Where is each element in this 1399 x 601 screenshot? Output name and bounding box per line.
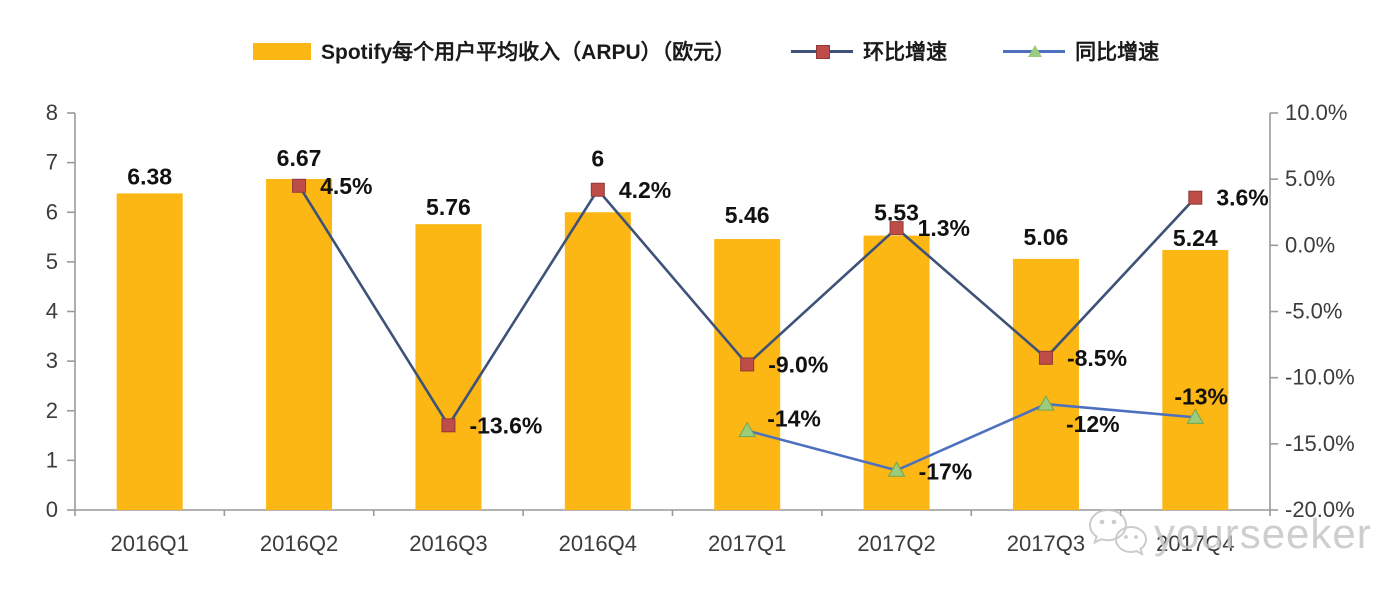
right-axis-tick-label: 10.0% bbox=[1285, 100, 1347, 125]
legend-item-qoq: 环比增速 bbox=[791, 36, 947, 66]
legend-item-arpu: Spotify每个用户平均收入（ARPU）（欧元） bbox=[253, 36, 735, 66]
left-axis-tick-label: 2 bbox=[46, 398, 58, 423]
qoq-point-label: 4.5% bbox=[320, 173, 372, 199]
yoy-point-label: -13% bbox=[1174, 383, 1228, 409]
yoy-growth-line bbox=[746, 402, 1196, 472]
left-axis-tick-label: 1 bbox=[46, 447, 58, 472]
right-axis-tick-label: -5.0% bbox=[1285, 299, 1342, 324]
qoq-point-label: 1.3% bbox=[918, 215, 970, 241]
yoy-marker-triangle bbox=[1037, 395, 1055, 411]
bar-value-label: 6.38 bbox=[127, 163, 172, 189]
qoq-point-label: 3.6% bbox=[1216, 185, 1268, 211]
yoy-line-marker-icon bbox=[1003, 43, 1066, 59]
legend-label-qoq: 环比增速 bbox=[863, 41, 948, 64]
bar-value-label: 6 bbox=[591, 145, 604, 171]
qoq-marker-square bbox=[740, 357, 755, 372]
left-axis-tick-label: 0 bbox=[46, 497, 58, 522]
x-axis-category-label: 2017Q1 bbox=[708, 531, 786, 556]
right-axis-tick-label: -15.0% bbox=[1285, 431, 1355, 456]
qoq-point-label: -13.6% bbox=[469, 412, 542, 438]
left-axis-tick-label: 8 bbox=[46, 100, 58, 125]
bar-value-label: 5.06 bbox=[1024, 224, 1069, 250]
bar-value-label: 5.76 bbox=[426, 194, 471, 220]
qoq-marker-square bbox=[590, 182, 605, 197]
bar-value-label: 5.24 bbox=[1173, 225, 1218, 251]
yoy-marker-triangle bbox=[887, 461, 906, 477]
legend-label-yoy: 同比增速 bbox=[1075, 41, 1160, 64]
x-axis-category-label: 2017Q3 bbox=[1007, 531, 1085, 556]
bar-value-label: 5.53 bbox=[874, 200, 919, 226]
bar-swatch-icon bbox=[253, 42, 311, 60]
arpu-bar bbox=[266, 179, 333, 510]
left-axis-tick-label: 6 bbox=[46, 199, 58, 224]
legend-item-yoy: 同比增速 bbox=[1003, 36, 1159, 66]
arpu-bar bbox=[415, 224, 482, 510]
x-axis-category-label: 2016Q2 bbox=[260, 531, 338, 556]
bar-value-label: 6.67 bbox=[277, 145, 322, 171]
right-axis-tick-label: 5.0% bbox=[1285, 166, 1335, 191]
yoy-point-label: -14% bbox=[767, 406, 821, 432]
yoy-marker-triangle bbox=[1186, 408, 1205, 424]
x-axis-category-label: 2016Q3 bbox=[409, 531, 487, 556]
chart-legend: Spotify每个用户平均收入（ARPU）（欧元） 环比增速 同比增速 bbox=[253, 36, 1159, 66]
x-axis-category-label: 2017Q4 bbox=[1156, 531, 1234, 556]
right-axis-tick-label: -20.0% bbox=[1285, 497, 1355, 522]
x-axis-category-label: 2016Q1 bbox=[111, 531, 189, 556]
arpu-bar bbox=[116, 193, 183, 510]
qoq-point-label: -9.0% bbox=[768, 351, 828, 377]
qoq-marker-square bbox=[1188, 190, 1203, 205]
left-axis-tick-label: 5 bbox=[46, 249, 58, 274]
yoy-point-label: -17% bbox=[919, 458, 973, 484]
qoq-point-label: 4.2% bbox=[619, 177, 671, 203]
x-axis-category-label: 2016Q4 bbox=[559, 531, 637, 556]
qoq-marker-square bbox=[441, 418, 456, 433]
arpu-bar bbox=[1162, 249, 1229, 510]
yoy-point-label: -12% bbox=[1066, 411, 1120, 437]
left-axis-tick-label: 4 bbox=[46, 299, 58, 324]
bar-value-label: 5.46 bbox=[725, 202, 770, 228]
x-axis-category-label: 2017Q2 bbox=[857, 531, 935, 556]
qoq-line-marker-icon bbox=[791, 43, 854, 59]
left-axis-tick-label: 3 bbox=[46, 348, 58, 373]
left-axis-tick-label: 7 bbox=[46, 150, 58, 175]
yoy-marker-triangle bbox=[738, 421, 757, 438]
qoq-marker-square bbox=[1038, 350, 1053, 365]
arpu-bar bbox=[564, 212, 631, 510]
right-axis-tick-label: -10.0% bbox=[1285, 365, 1355, 390]
right-axis-tick-label: 0.0% bbox=[1285, 232, 1335, 257]
arpu-bar bbox=[1012, 258, 1079, 510]
arpu-bar bbox=[714, 239, 781, 511]
qoq-marker-square bbox=[292, 178, 307, 193]
qoq-point-label: -8.5% bbox=[1067, 345, 1127, 371]
qoq-marker-square bbox=[889, 221, 904, 236]
legend-label-arpu: Spotify每个用户平均收入（ARPU）（欧元） bbox=[321, 41, 736, 64]
